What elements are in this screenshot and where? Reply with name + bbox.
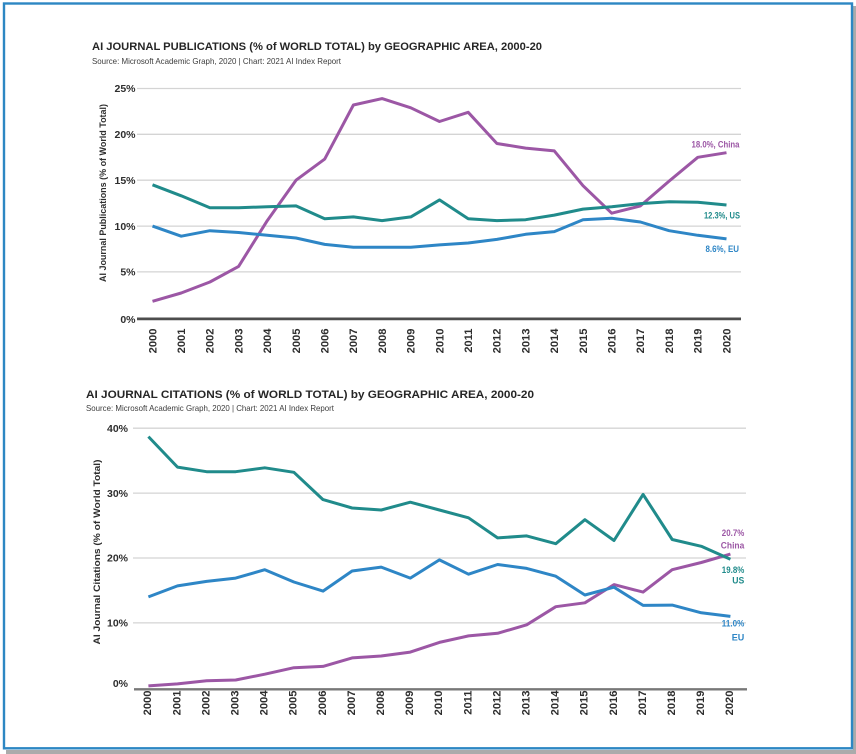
svg-text:2012: 2012 (492, 329, 504, 354)
svg-text:2018: 2018 (666, 691, 678, 716)
svg-text:2007: 2007 (346, 691, 358, 716)
svg-text:2016: 2016 (607, 329, 619, 354)
svg-text:20%: 20% (107, 553, 129, 565)
svg-text:2003: 2003 (229, 691, 241, 716)
svg-text:25%: 25% (114, 83, 136, 95)
svg-text:2001: 2001 (176, 329, 188, 354)
svg-text:2011: 2011 (462, 691, 474, 715)
svg-text:2003: 2003 (233, 329, 245, 354)
svg-text:40%: 40% (107, 423, 129, 435)
svg-text:2019: 2019 (693, 329, 705, 354)
svg-text:2015: 2015 (579, 691, 591, 716)
svg-text:12.3%, US: 12.3%, US (704, 211, 740, 222)
svg-text:10%: 10% (114, 221, 136, 233)
svg-text:20%: 20% (114, 129, 136, 141)
svg-text:2004: 2004 (262, 328, 274, 354)
svg-text:2001: 2001 (171, 691, 183, 716)
svg-text:US: US (732, 575, 745, 586)
svg-text:2002: 2002 (205, 329, 217, 354)
svg-text:2016: 2016 (608, 691, 620, 716)
svg-text:China: China (721, 541, 745, 552)
svg-text:AI Journal Citations (% of Wor: AI Journal Citations (% of World Total) (92, 460, 102, 645)
svg-text:2005: 2005 (288, 691, 300, 716)
svg-text:5%: 5% (120, 267, 136, 279)
svg-text:AI JOURNAL PUBLICATIONS (% of: AI JOURNAL PUBLICATIONS (% of WORLD TOTA… (92, 41, 542, 53)
svg-text:2009: 2009 (404, 691, 416, 716)
svg-text:AI JOURNAL CITATIONS (% of WOR: AI JOURNAL CITATIONS (% of WORLD TOTAL) … (86, 389, 534, 401)
svg-text:AI Journal Publications (% of: AI Journal Publications (% of World Tota… (98, 104, 108, 282)
svg-text:Source: Microsoft Academic Gra: Source: Microsoft Academic Graph, 2020 |… (92, 57, 342, 66)
svg-text:EU: EU (732, 633, 745, 644)
svg-text:2014: 2014 (550, 690, 562, 716)
svg-text:2009: 2009 (406, 329, 418, 354)
svg-text:2010: 2010 (433, 691, 445, 716)
svg-text:20.7%: 20.7% (722, 528, 745, 539)
svg-text:0%: 0% (120, 314, 136, 326)
svg-text:2004: 2004 (259, 690, 271, 716)
svg-text:18.0%, China: 18.0%, China (692, 139, 741, 150)
svg-text:2008: 2008 (375, 691, 387, 716)
svg-text:2000: 2000 (147, 329, 159, 354)
svg-text:2011: 2011 (463, 329, 475, 353)
svg-text:2020: 2020 (724, 691, 736, 716)
svg-text:2017: 2017 (635, 329, 647, 354)
svg-text:30%: 30% (107, 488, 129, 500)
svg-text:0%: 0% (113, 678, 129, 690)
svg-text:2008: 2008 (377, 329, 389, 354)
svg-text:2018: 2018 (664, 329, 676, 354)
svg-text:2010: 2010 (434, 329, 446, 354)
svg-text:2005: 2005 (291, 329, 303, 354)
svg-text:2006: 2006 (320, 329, 332, 354)
svg-text:2015: 2015 (578, 329, 590, 354)
svg-text:8.6%, EU: 8.6%, EU (706, 244, 740, 255)
svg-text:2019: 2019 (695, 691, 707, 716)
svg-text:2002: 2002 (200, 691, 212, 716)
svg-text:2012: 2012 (491, 691, 503, 716)
svg-text:2000: 2000 (142, 691, 154, 716)
svg-text:2020: 2020 (721, 329, 733, 354)
svg-text:2007: 2007 (348, 329, 360, 354)
svg-text:15%: 15% (114, 175, 136, 187)
svg-text:Source: Microsoft Academic Gra: Source: Microsoft Academic Graph, 2020 |… (86, 404, 335, 413)
svg-text:2014: 2014 (549, 328, 561, 354)
svg-text:11.0%: 11.0% (722, 619, 745, 630)
svg-text:2013: 2013 (520, 329, 532, 354)
svg-text:2006: 2006 (317, 691, 329, 716)
svg-text:19.8%: 19.8% (722, 565, 745, 576)
svg-text:2017: 2017 (637, 691, 649, 716)
svg-text:10%: 10% (107, 618, 129, 630)
svg-text:2013: 2013 (521, 691, 533, 716)
